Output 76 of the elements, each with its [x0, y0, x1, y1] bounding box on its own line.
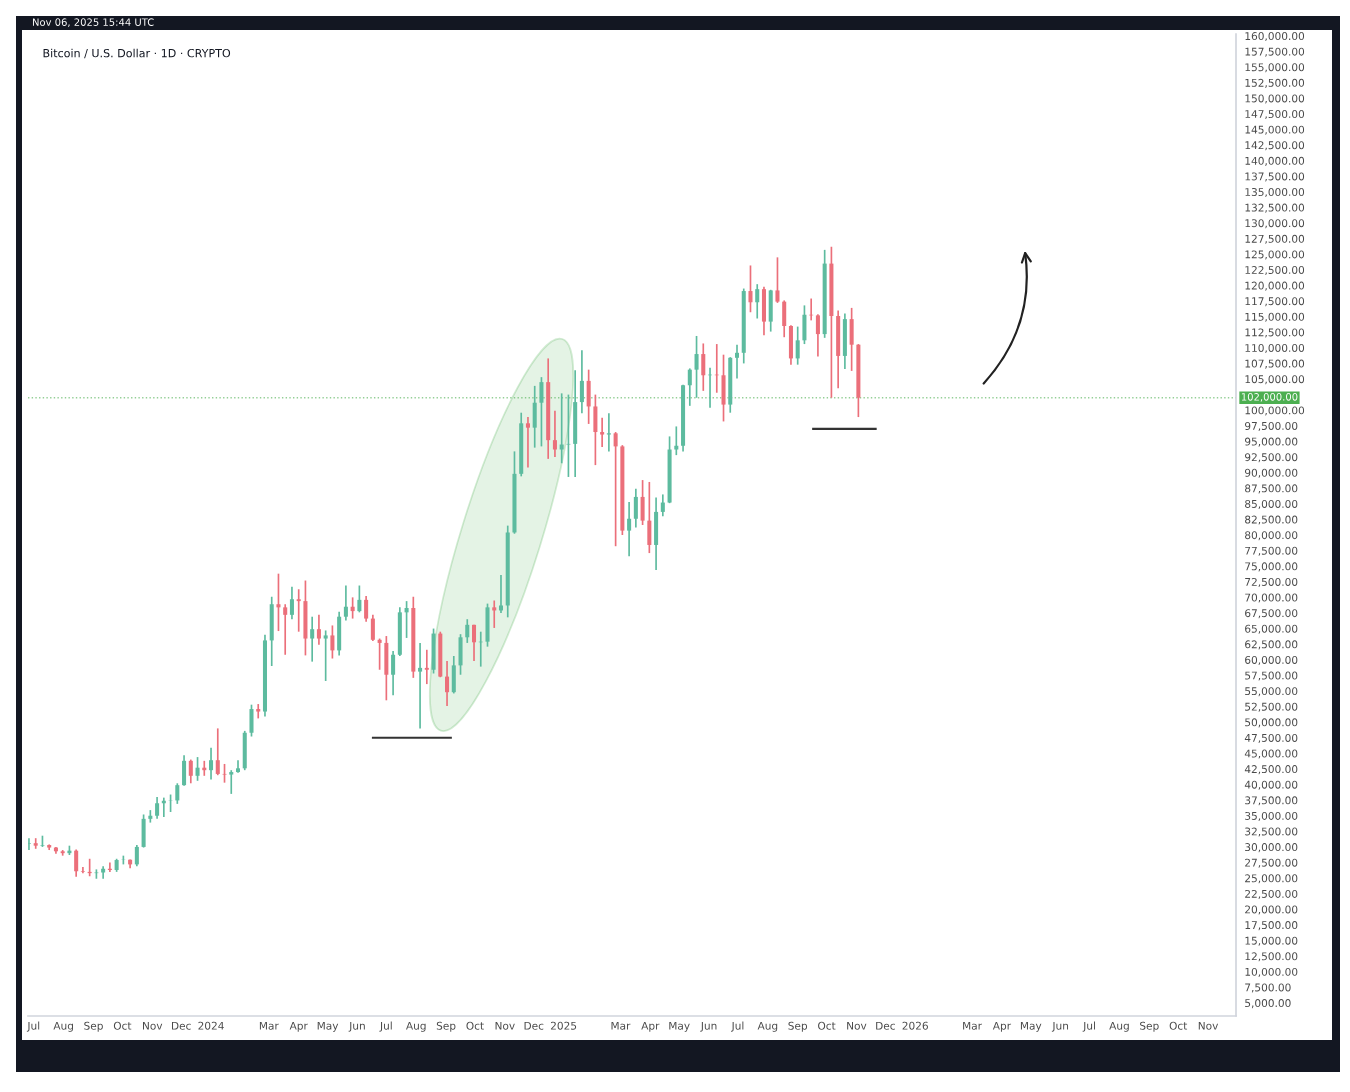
candlestick: [613, 431, 618, 548]
candlestick: [647, 481, 652, 554]
candlestick: [586, 368, 591, 425]
candlestick: [788, 324, 793, 366]
candlestick: [566, 393, 571, 478]
candlestick: [283, 603, 288, 656]
candlestick: [761, 285, 766, 337]
candlestick: [289, 585, 294, 621]
candlestick: [755, 283, 760, 320]
candlestick: [337, 610, 342, 657]
candlestick: [593, 393, 598, 466]
candlestick: [296, 588, 301, 633]
candlestick: [734, 343, 740, 380]
candlestick: [182, 754, 187, 787]
candlestick: [310, 615, 315, 663]
candlestick: [627, 501, 632, 558]
candlestick: [188, 758, 193, 785]
candlestick: [384, 635, 389, 702]
candlestick: [215, 727, 220, 777]
candlestick: [748, 264, 753, 314]
candlestick: [579, 349, 584, 415]
candlestick: [606, 412, 611, 453]
candlestick: [431, 627, 436, 675]
candlestick: [74, 848, 79, 878]
candlestick: [552, 409, 557, 458]
candlestick: [782, 299, 787, 339]
candlestick: [600, 416, 605, 448]
candlestick: [849, 307, 854, 372]
candlestick: [424, 648, 429, 685]
candlestick: [815, 313, 820, 358]
candlestick: [640, 479, 645, 526]
candlestick: [532, 385, 537, 449]
candlestick: [498, 574, 504, 614]
candlestick: [471, 623, 477, 662]
candlestick: [357, 584, 362, 614]
candlestick: [323, 629, 328, 682]
candlestick: [397, 606, 402, 657]
candlestick: [660, 493, 665, 518]
candlestick: [836, 309, 841, 390]
candlestick: [364, 595, 369, 623]
candlestick: [276, 572, 281, 632]
candlestick: [269, 595, 274, 667]
candlestick: [370, 614, 375, 642]
candlestick: [728, 356, 733, 414]
candlestick: [492, 599, 497, 629]
candlestick: [134, 844, 139, 868]
candlestick: [229, 769, 234, 795]
candlestick: [694, 335, 699, 399]
candlestick: [195, 756, 200, 782]
candlestick: [438, 630, 443, 679]
candlestick: [391, 650, 396, 697]
candlestick: [768, 288, 773, 333]
candlestick: [418, 642, 423, 730]
candlestick: [573, 369, 578, 478]
candlestick: [316, 614, 321, 646]
candlestick: [209, 746, 214, 781]
candlestick: [256, 703, 261, 720]
candlestick: [451, 655, 456, 695]
candlestick: [559, 392, 564, 465]
candlestick: [175, 782, 180, 805]
candlestick: [701, 342, 706, 392]
candlestick: [633, 487, 638, 529]
candlestick: [141, 813, 146, 849]
candlestick: [654, 496, 659, 571]
candlestick: [539, 376, 544, 448]
candlestick: [687, 367, 692, 407]
candlestick: [330, 624, 335, 660]
candlestick: [343, 584, 348, 622]
candlestick: [155, 796, 160, 820]
candlestick: [303, 579, 308, 657]
candlestick: [80, 866, 85, 874]
candlestick: [842, 312, 847, 370]
candlestick: [377, 637, 382, 671]
candlestick: [775, 256, 780, 304]
candlestick: [445, 660, 450, 707]
candlestick: [525, 416, 530, 469]
